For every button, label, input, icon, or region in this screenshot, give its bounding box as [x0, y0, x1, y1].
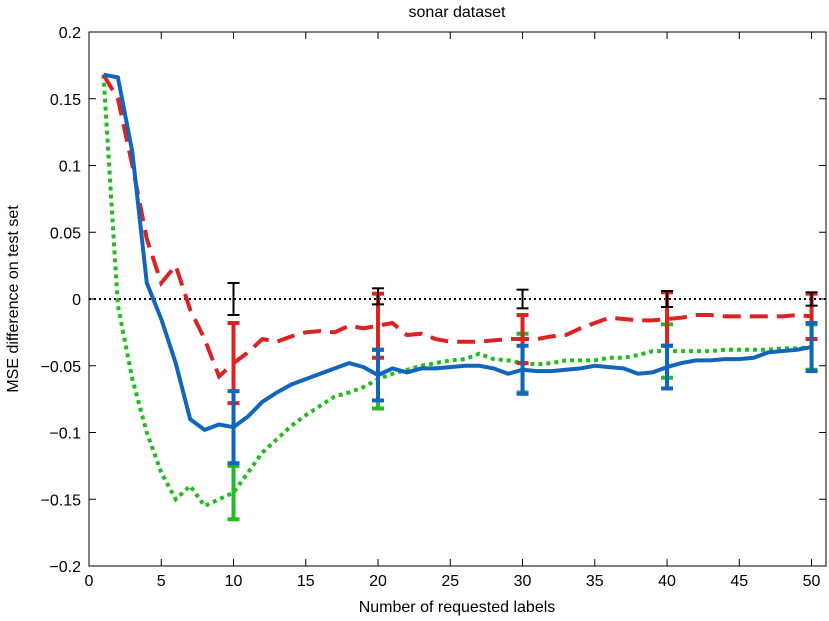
x-tick-label: 40: [658, 573, 676, 590]
y-axis-label: MSE difference on test set: [5, 205, 22, 393]
error-bar: [372, 347, 385, 403]
error-bar: [516, 343, 529, 396]
error-bar: [805, 291, 818, 307]
y-tick-label: 0.2: [59, 25, 81, 42]
x-tick-label: 0: [85, 573, 94, 590]
y-tick-label: 0: [72, 292, 81, 309]
error-bar: [227, 463, 240, 522]
x-tick-label: 20: [369, 573, 387, 590]
x-tick-label: 25: [441, 573, 459, 590]
x-tick-label: 5: [157, 573, 166, 590]
y-tick-label: −0.05: [41, 359, 82, 376]
error-bar: [227, 281, 240, 317]
error-bar: [661, 289, 674, 309]
y-tick-label: 0.05: [50, 225, 81, 242]
error-bar: [661, 343, 674, 391]
x-tick-label: 35: [586, 573, 604, 590]
series-line: [103, 72, 812, 433]
error-bar: [227, 389, 240, 466]
error-bar: [805, 321, 818, 374]
y-tick-label: 0.15: [50, 92, 81, 109]
series-line: [101, 73, 812, 380]
x-tick-label: 30: [514, 573, 532, 590]
x-axis-label: Number of requested labels: [359, 599, 556, 616]
series-line: [101, 74, 812, 509]
x-tick-label: 45: [730, 573, 748, 590]
y-tick-label: −0.15: [41, 492, 82, 509]
error-bar: [372, 287, 385, 306]
chart-title: sonar dataset: [409, 4, 507, 21]
x-tick-label: 10: [225, 573, 243, 590]
error-bar: [516, 288, 529, 310]
y-tick-label: −0.2: [49, 559, 81, 576]
y-tick-label: −0.1: [49, 426, 81, 443]
x-tick-label: 50: [803, 573, 821, 590]
x-tick-label: 15: [297, 573, 315, 590]
y-tick-label: 0.1: [59, 159, 81, 176]
